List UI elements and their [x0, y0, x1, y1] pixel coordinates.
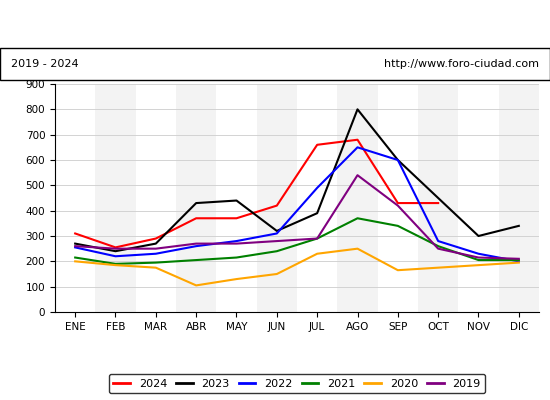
Bar: [257, 84, 297, 312]
Text: 2019 - 2024: 2019 - 2024: [11, 59, 79, 69]
Text: http://www.foro-ciudad.com: http://www.foro-ciudad.com: [384, 59, 539, 69]
Bar: [176, 84, 216, 312]
Bar: [499, 84, 539, 312]
Text: Evolucion Nº Turistas Extranjeros en el municipio de Cabezón de Pisuerga: Evolucion Nº Turistas Extranjeros en el …: [0, 14, 550, 29]
Bar: [418, 84, 458, 312]
Bar: [337, 84, 378, 312]
Bar: [95, 84, 136, 312]
Legend: 2024, 2023, 2022, 2021, 2020, 2019: 2024, 2023, 2022, 2021, 2020, 2019: [109, 374, 485, 393]
